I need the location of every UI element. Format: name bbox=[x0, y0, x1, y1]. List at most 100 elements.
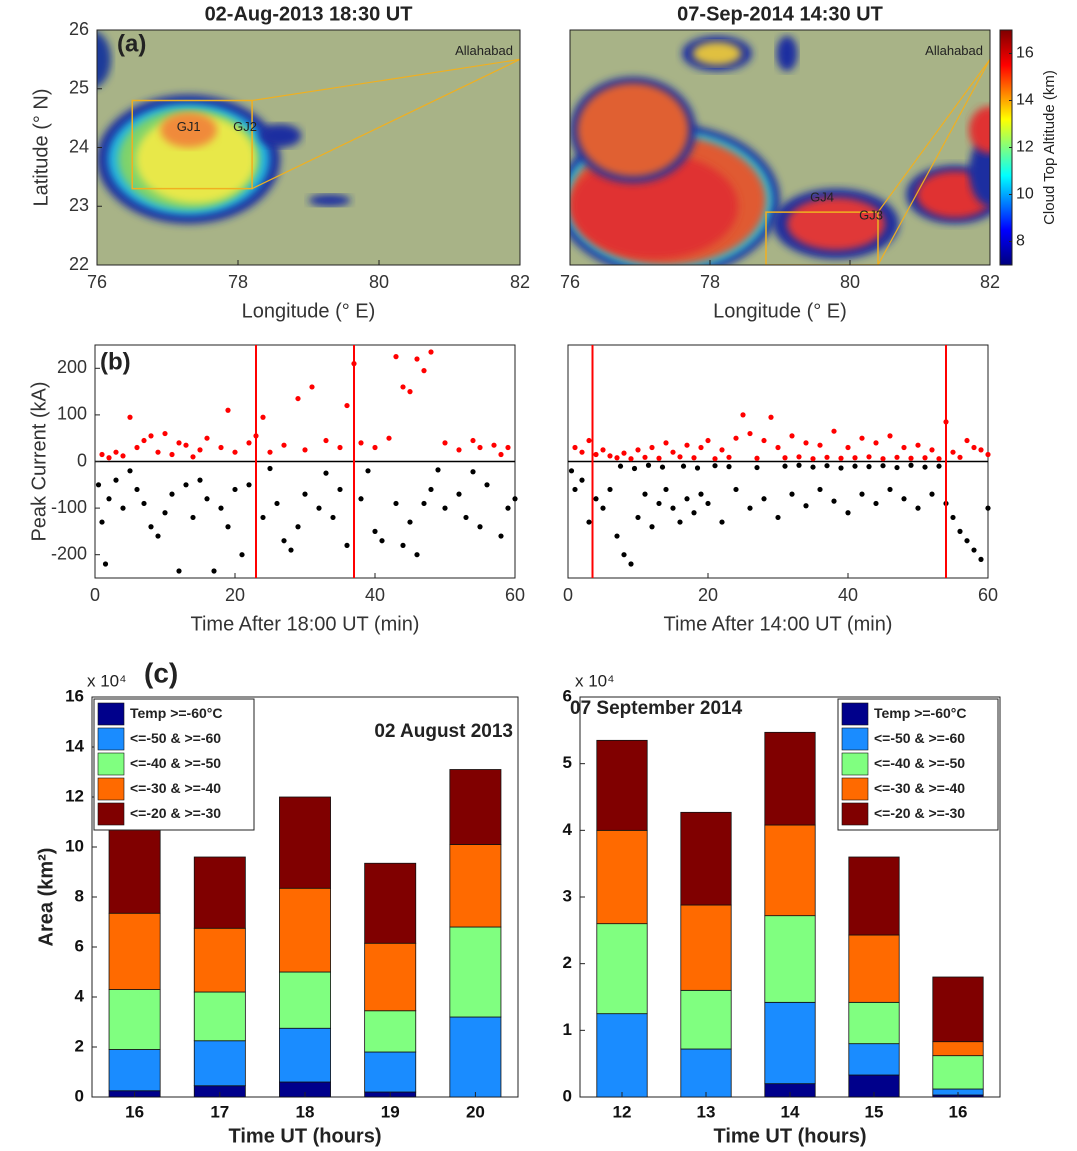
stroke-point bbox=[852, 455, 858, 461]
cloud bbox=[787, 197, 885, 251]
stroke-point bbox=[421, 500, 427, 507]
colorbar-tick-label: 14 bbox=[1016, 92, 1034, 109]
stroke-point bbox=[358, 440, 364, 446]
stroke-point bbox=[246, 440, 252, 446]
chart-title: 02-Aug-2013 18:30 UT bbox=[205, 3, 413, 25]
stroke-point bbox=[372, 444, 378, 451]
y-tick-label: 5 bbox=[563, 753, 572, 772]
stroke-point bbox=[845, 510, 851, 516]
stroke-point bbox=[463, 514, 469, 521]
panel-label: (c) bbox=[144, 657, 178, 688]
stroke-point bbox=[586, 519, 592, 525]
stroke-point bbox=[155, 449, 161, 455]
bar-segment bbox=[764, 1001, 816, 1085]
map-image bbox=[570, 30, 990, 265]
stroke-point bbox=[183, 482, 189, 488]
x-axis-label: Longitude (° E) bbox=[713, 300, 847, 322]
colorbar-tick-label: 16 bbox=[1016, 45, 1034, 62]
stroke-point bbox=[880, 456, 886, 462]
stroke-point bbox=[607, 486, 613, 493]
stroke-point bbox=[197, 477, 203, 483]
x-tick-label: 76 bbox=[87, 272, 107, 292]
stroke-point bbox=[761, 496, 767, 502]
bar-segment bbox=[764, 731, 816, 826]
zoom-line bbox=[877, 59, 990, 265]
legend-label: Temp >=-60°C bbox=[874, 705, 966, 721]
x-tick-label: 12 bbox=[613, 1102, 632, 1121]
stroke-point bbox=[99, 451, 105, 458]
legend-swatch bbox=[97, 727, 125, 751]
stroke-point bbox=[127, 468, 133, 474]
legend-swatch bbox=[97, 702, 125, 726]
stroke-point bbox=[824, 463, 830, 469]
y-axis-label: Peak Current (kA) bbox=[28, 381, 50, 541]
x-axis-label: Time After 18:00 UT (min) bbox=[191, 613, 420, 635]
y-tick-label: 100 bbox=[57, 404, 87, 424]
stroke-point bbox=[659, 464, 666, 470]
map-layer bbox=[570, 30, 990, 265]
stroke-point bbox=[274, 500, 280, 507]
y-tick-label: -100 bbox=[51, 497, 87, 517]
stroke-point bbox=[873, 440, 879, 446]
stroke-point bbox=[824, 454, 830, 460]
stroke-point bbox=[190, 454, 196, 460]
stroke-point bbox=[971, 444, 977, 451]
cloud bbox=[776, 35, 798, 72]
stroke-point bbox=[414, 356, 420, 362]
stroke-point bbox=[225, 407, 231, 413]
stroke-point bbox=[572, 444, 578, 451]
cloud bbox=[308, 194, 351, 207]
axis-multiplier: x 10⁴ bbox=[575, 671, 614, 690]
x-tick-label: 40 bbox=[838, 585, 858, 605]
bar-segment bbox=[596, 923, 648, 1015]
x-tick-label: 16 bbox=[949, 1102, 968, 1121]
bar-segment bbox=[848, 934, 900, 1003]
stroke-point bbox=[127, 414, 133, 420]
stroke-point bbox=[796, 462, 802, 468]
bar-segment bbox=[596, 829, 648, 925]
legend-label: <=-20 & >=-30 bbox=[130, 805, 221, 821]
stroke-point bbox=[442, 505, 448, 511]
bar-segment bbox=[449, 769, 502, 845]
colorbar-tick-label: 10 bbox=[1016, 186, 1034, 203]
stroke-point bbox=[614, 455, 620, 461]
zoom-line bbox=[252, 58, 520, 102]
stroke-point bbox=[621, 450, 627, 456]
stroke-point bbox=[614, 533, 620, 539]
bar-segment bbox=[279, 887, 331, 973]
x-axis-label: Longitude (° E) bbox=[242, 300, 376, 322]
stroke-point bbox=[705, 437, 711, 444]
stroke-point bbox=[498, 533, 504, 539]
stroke-point bbox=[803, 440, 809, 446]
x-tick-label: 16 bbox=[125, 1102, 144, 1121]
bar-segment bbox=[680, 811, 732, 906]
annotation: 07 September 2014 bbox=[570, 698, 743, 719]
stroke-point bbox=[295, 524, 301, 530]
stroke-point bbox=[428, 486, 434, 493]
y-tick-label: 0 bbox=[77, 450, 87, 470]
legend-label: <=-30 & >=-40 bbox=[874, 780, 965, 796]
stroke-point bbox=[148, 524, 154, 530]
y-axis-label: Area (km²) bbox=[35, 848, 57, 947]
stroke-point bbox=[134, 486, 140, 493]
x-tick-label: 82 bbox=[510, 272, 530, 292]
stroke-point bbox=[579, 449, 585, 455]
stroke-point bbox=[295, 395, 301, 402]
stroke-point bbox=[712, 463, 718, 469]
stroke-point bbox=[782, 455, 788, 461]
x-tick-label: 13 bbox=[697, 1102, 716, 1121]
axis-multiplier: x 10⁴ bbox=[87, 671, 126, 690]
colorbar-tick-label: 12 bbox=[1016, 139, 1034, 156]
stroke-point bbox=[677, 519, 683, 525]
stroke-point bbox=[358, 496, 364, 502]
annotation: Allahabad bbox=[455, 43, 513, 58]
stroke-point bbox=[950, 514, 956, 521]
y-tick-label: 4 bbox=[75, 986, 85, 1005]
stroke-point bbox=[978, 447, 984, 453]
annotation: GJ2 bbox=[233, 119, 257, 134]
bar-segment bbox=[932, 1041, 984, 1057]
stroke-point bbox=[684, 442, 690, 448]
stroke-point bbox=[852, 463, 858, 469]
stroke-point bbox=[246, 482, 252, 488]
